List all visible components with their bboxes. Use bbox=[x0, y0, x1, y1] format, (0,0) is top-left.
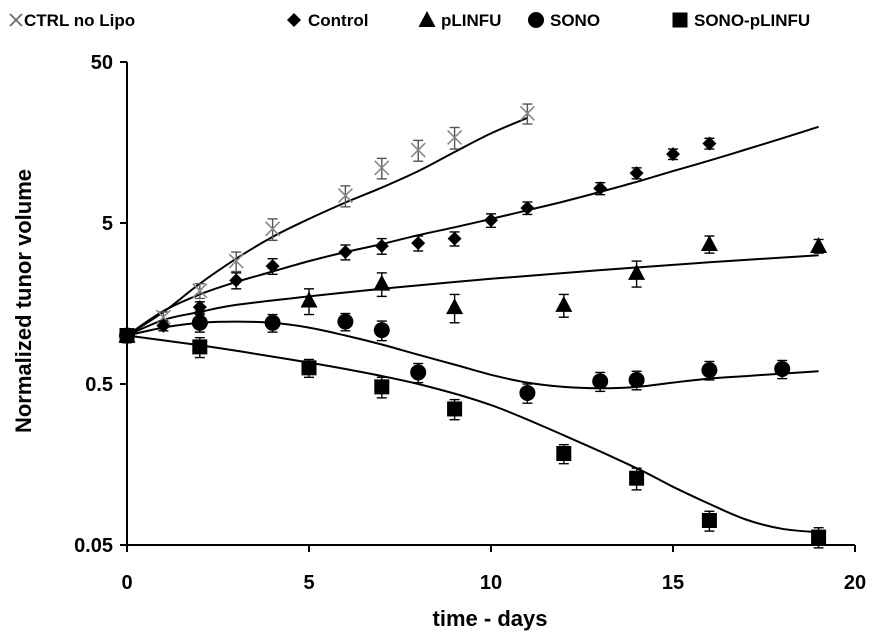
data-point-control bbox=[447, 231, 462, 246]
data-point-control bbox=[265, 259, 280, 274]
data-point-plinfu bbox=[628, 263, 646, 280]
data-point-ctrl-no-lipo bbox=[447, 129, 463, 145]
data-point-sono-plinfu bbox=[447, 401, 463, 417]
legend-item-plinfu: pLINFU bbox=[418, 11, 501, 30]
data-point-sono bbox=[592, 373, 609, 390]
data-point-ctrl-no-lipo bbox=[337, 188, 353, 204]
legend-marker bbox=[672, 12, 688, 28]
data-point-plinfu bbox=[373, 274, 391, 291]
data-point-sono-plinfu bbox=[629, 470, 645, 486]
data-point-control bbox=[520, 200, 535, 215]
fit-curve-sono bbox=[126, 320, 819, 390]
axes: 0.05 0.5 5 50 0 5 10 15 20 bbox=[74, 52, 866, 594]
data-point-sono-plinfu bbox=[119, 328, 135, 344]
marker-stroke bbox=[337, 188, 353, 204]
marker-stroke bbox=[519, 105, 535, 121]
fit-curve-control bbox=[126, 125, 819, 337]
data-point-ctrl-no-lipo bbox=[228, 253, 244, 269]
data-point-sono bbox=[191, 314, 208, 331]
data-point-ctrl-no-lipo bbox=[192, 283, 208, 299]
data-point-ctrl-no-lipo bbox=[374, 160, 390, 176]
fit-curves bbox=[126, 116, 819, 534]
legend-item-control: Control bbox=[287, 11, 368, 30]
data-point-sono bbox=[774, 360, 791, 377]
x-tick-label: 10 bbox=[480, 572, 502, 594]
data-points bbox=[118, 103, 828, 549]
marker-stroke bbox=[265, 221, 281, 237]
data-point-sono-plinfu bbox=[556, 446, 572, 462]
data-point-sono-plinfu bbox=[701, 512, 717, 528]
legend-label: Control bbox=[308, 11, 368, 30]
y-tick-label: 0.05 bbox=[74, 535, 113, 557]
legend-marker bbox=[9, 13, 23, 27]
data-point-sono-plinfu bbox=[192, 339, 208, 355]
data-point-control bbox=[593, 181, 608, 196]
marker-stroke bbox=[447, 129, 463, 145]
data-point-sono bbox=[337, 313, 354, 330]
series-plinfu bbox=[118, 235, 828, 343]
marker-stroke bbox=[374, 160, 390, 176]
data-point-control bbox=[484, 213, 498, 228]
x-tick-label: 20 bbox=[844, 572, 866, 594]
data-point-control bbox=[229, 273, 244, 288]
legend: CTRL no Lipo Control pLINFU SONO SONO-pLINFU bbox=[9, 11, 810, 30]
data-point-ctrl-no-lipo bbox=[410, 142, 426, 158]
data-point-control bbox=[411, 236, 426, 251]
data-point-ctrl-no-lipo bbox=[155, 309, 171, 325]
legend-label: pLINFU bbox=[441, 11, 501, 30]
data-point-ctrl-no-lipo bbox=[265, 221, 281, 237]
legend-label: SONO bbox=[550, 11, 600, 30]
legend-item-sono: SONO bbox=[528, 11, 600, 30]
data-point-sono bbox=[264, 314, 281, 331]
legend-label: SONO-pLINFU bbox=[694, 11, 810, 30]
data-point-plinfu bbox=[300, 291, 318, 308]
legend-marker bbox=[418, 11, 436, 27]
data-point-control bbox=[338, 245, 353, 260]
y-tick-label: 50 bbox=[91, 52, 113, 74]
data-point-sono-plinfu bbox=[811, 529, 827, 545]
legend-marker bbox=[528, 12, 544, 28]
series-sono-plinfu bbox=[119, 328, 827, 549]
data-point-plinfu bbox=[555, 295, 573, 312]
legend-item-ctrl-no-lipo: CTRL no Lipo bbox=[9, 11, 135, 30]
data-point-ctrl-no-lipo bbox=[519, 105, 535, 121]
data-point-plinfu bbox=[700, 235, 718, 252]
data-point-sono bbox=[701, 362, 718, 379]
marker-stroke bbox=[192, 283, 208, 299]
x-tick-label: 5 bbox=[303, 572, 314, 594]
data-point-sono-plinfu bbox=[301, 360, 317, 376]
data-point-control bbox=[156, 318, 171, 333]
fit-curve-sono-plinfu bbox=[126, 334, 819, 534]
data-point-sono bbox=[628, 371, 645, 388]
y-tick-label: 0.5 bbox=[85, 374, 113, 396]
data-point-sono bbox=[410, 364, 427, 381]
data-point-control bbox=[629, 166, 644, 181]
marker-stroke bbox=[155, 309, 171, 325]
data-point-plinfu bbox=[810, 236, 828, 253]
fit-curve-ctrl-no-lipo bbox=[126, 116, 528, 337]
data-point-plinfu bbox=[446, 298, 464, 315]
x-axis-title: time - days bbox=[433, 606, 548, 631]
data-point-control bbox=[374, 238, 389, 253]
legend-item-sono-plinfu: SONO-pLINFU bbox=[672, 11, 810, 30]
marker-stroke bbox=[228, 253, 244, 269]
data-point-control bbox=[702, 136, 717, 151]
legend-marker bbox=[287, 13, 301, 27]
x-tick-label: 15 bbox=[662, 572, 684, 594]
legend-label: CTRL no Lipo bbox=[24, 11, 135, 30]
data-point-sono bbox=[519, 384, 536, 401]
data-point-control bbox=[666, 147, 680, 162]
data-point-sono-plinfu bbox=[374, 379, 390, 395]
y-tick-label: 5 bbox=[102, 213, 113, 235]
y-axis-title: Normalized tunor volume bbox=[11, 169, 36, 433]
marker-stroke bbox=[410, 142, 426, 158]
x-tick-label: 0 bbox=[121, 572, 132, 594]
series-sono bbox=[119, 312, 791, 404]
data-point-sono bbox=[373, 322, 390, 339]
series-control bbox=[120, 136, 717, 343]
